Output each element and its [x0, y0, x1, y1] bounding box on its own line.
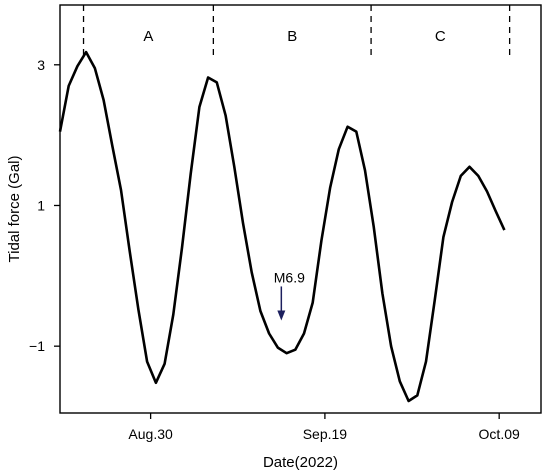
series-group: [58, 50, 506, 403]
y-tick-label-1: 1: [37, 197, 45, 213]
series-line-0: [58, 50, 506, 403]
section-labels: A B C: [143, 28, 445, 45]
section-divider-lines: [82, 5, 511, 55]
x-axis-title: Date(2022): [263, 454, 338, 471]
plot-frame: [59, 4, 542, 414]
annotation-arrow-head: [277, 310, 286, 321]
y-axis-title: Tidal force (Gal): [6, 156, 23, 263]
x-tick-label-2: Oct.09: [479, 426, 520, 442]
x-tick-label-1: Sep.19: [303, 426, 348, 442]
section-label-c: C: [435, 28, 446, 45]
y-tick-label-2: −1: [29, 338, 45, 354]
x-tick-label-0: Aug.30: [128, 426, 173, 442]
y-axis-ticks: 3 1 −1: [29, 57, 60, 354]
annotation-label: M6.9: [274, 269, 305, 285]
x-axis-ticks: Aug.30 Sep.19 Oct.09: [128, 413, 520, 442]
section-label-b: B: [287, 28, 297, 45]
section-label-a: A: [143, 28, 153, 45]
annotation-group: M6.9: [274, 269, 305, 321]
y-tick-label-0: 3: [37, 57, 45, 73]
